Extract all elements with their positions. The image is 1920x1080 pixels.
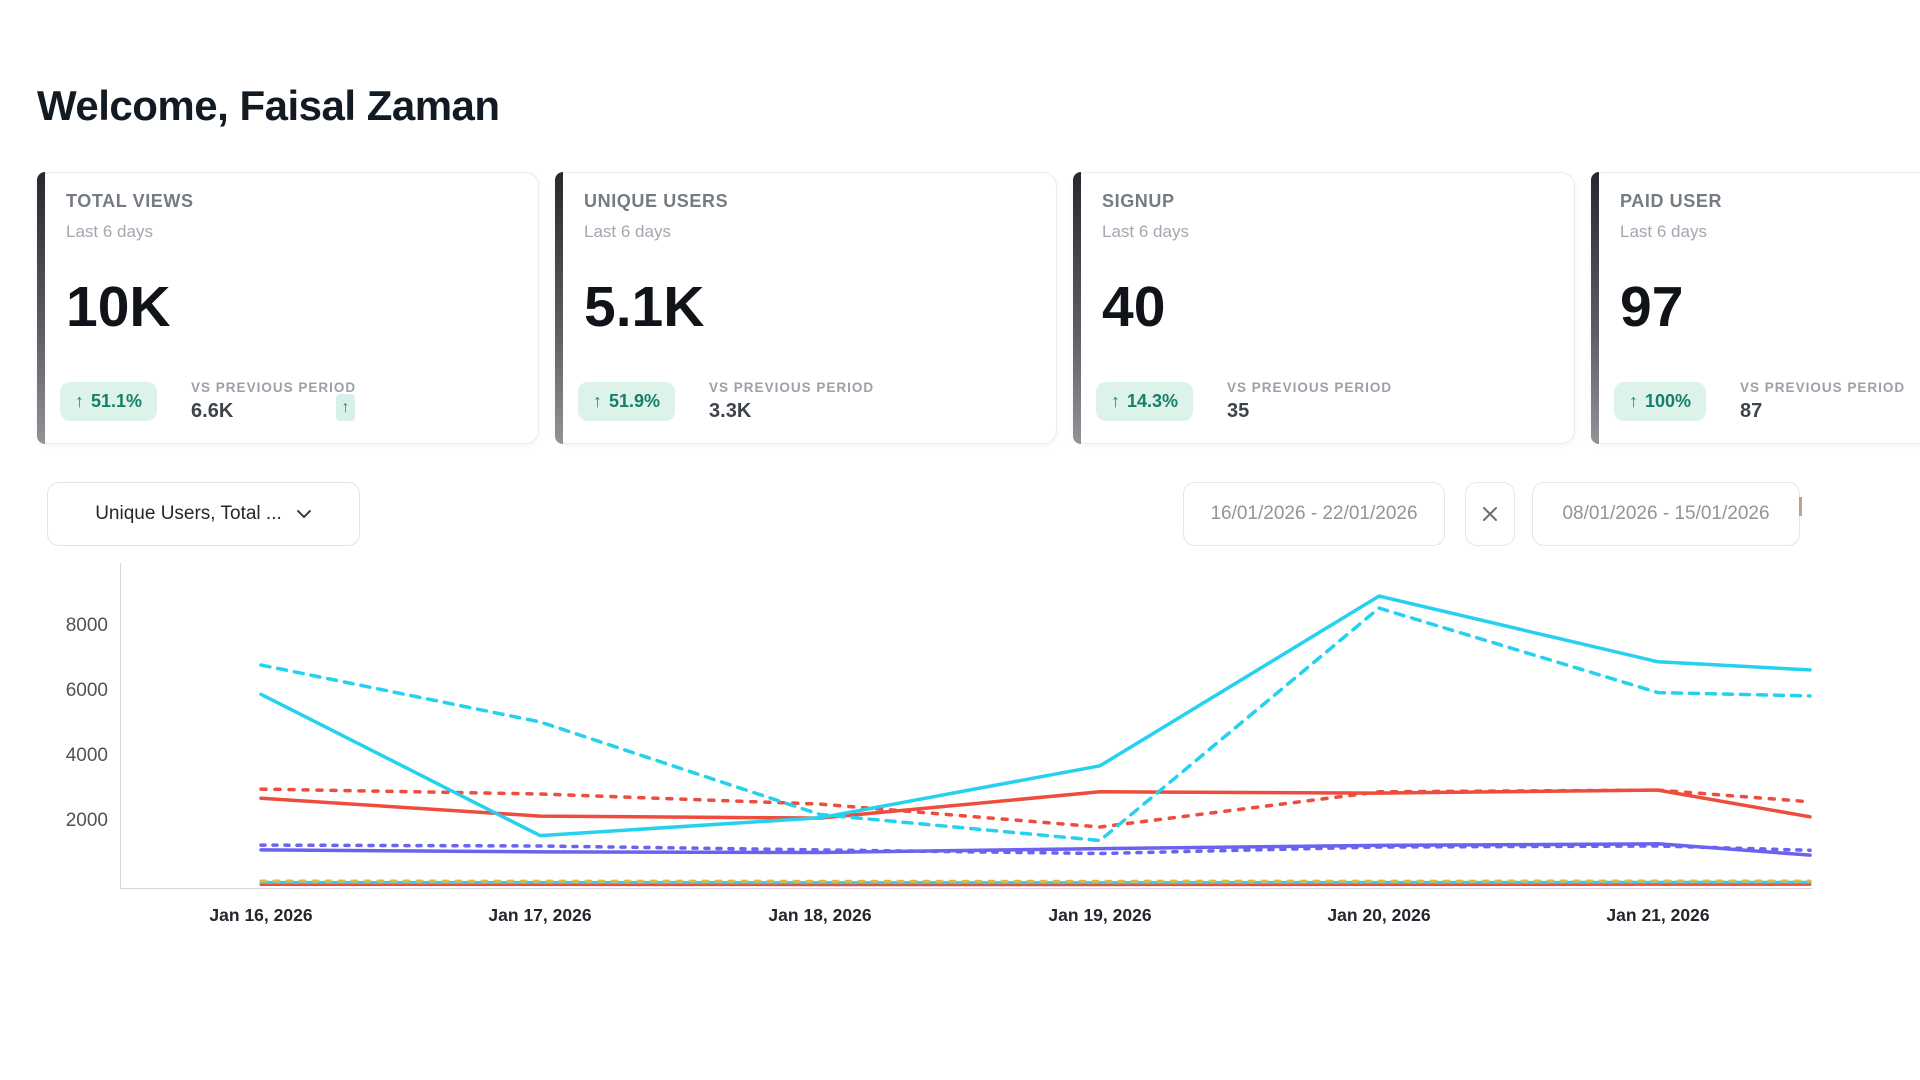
line-cyan-solid [259,594,1812,838]
card-value: 5.1K [584,275,705,339]
card-accent-bar [37,172,45,444]
up-arrow-icon: ↑ [1111,391,1120,411]
line-cyan-dashed [259,606,1812,843]
vs-previous-label: VS PREVIOUS PERIOD [709,380,875,395]
vs-previous-label: VS PREVIOUS PERIOD [1740,380,1906,395]
chart-x-axis-line [120,888,1812,889]
x-axis-tick-label: Jan 20, 2026 [1327,905,1431,925]
stat-cards-row: TOTAL VIEWS Last 6 days 10K ↑ 51.1% VS P… [37,172,1920,444]
y-axis-tick-label: 4000 [65,745,108,766]
date-range-input-comparison[interactable]: 08/01/2026 - 15/01/2026 [1532,482,1800,546]
up-arrow-icon: ↑ [593,391,602,411]
line-indigo-dashed [259,843,1812,856]
card-value: 40 [1102,275,1166,339]
vs-previous-label: VS PREVIOUS PERIOD [191,380,357,395]
card-period: Last 6 days [1620,222,1707,241]
change-percent: 100% [1645,391,1692,411]
line-red-solid [259,788,1812,820]
trend-up-arrow-chip: ↑ [336,394,355,421]
close-icon [1483,507,1497,521]
date-range-input-primary[interactable]: 16/01/2026 - 22/01/2026 [1183,482,1445,546]
change-badge: ↑ 51.1% [60,382,158,421]
line-chart-plot [259,594,1812,887]
vs-previous-label: VS PREVIOUS PERIOD [1227,380,1393,395]
card-value: 10K [66,275,171,339]
y-axis-tick-label: 2000 [65,810,108,831]
card-unique-users: UNIQUE USERS Last 6 days 5.1K ↑ 51.9% VS… [555,172,1057,444]
card-paid-user: PAID USER Last 6 days 97 ↑ 100% VS PREVI… [1591,172,1920,444]
change-percent: 51.9% [609,391,661,411]
line-red-dashed [259,787,1812,829]
card-accent-bar [1591,172,1599,444]
vs-previous-value: 87 [1740,400,1763,422]
change-badge: ↑ 100% [1614,382,1707,421]
x-axis-tick-label: Jan 16, 2026 [209,905,313,925]
change-badge: ↑ 14.3% [1096,382,1194,421]
metric-select-label: Unique Users, Total ... [95,503,282,524]
clipped-edge-element [1799,497,1802,516]
clear-date-range-button[interactable] [1465,482,1515,546]
x-axis-tick-label: Jan 18, 2026 [768,905,872,925]
card-title: PAID USER [1620,191,1723,211]
x-axis-tick-label: Jan 19, 2026 [1048,905,1152,925]
change-badge: ↑ 51.9% [578,382,676,421]
vs-previous-value: 35 [1227,400,1250,422]
change-percent: 14.3% [1127,391,1179,411]
card-period: Last 6 days [584,222,671,241]
card-title: SIGNUP [1102,191,1175,211]
y-axis-tick-label: 6000 [65,680,108,701]
card-total-views: TOTAL VIEWS Last 6 days 10K ↑ 51.1% VS P… [37,172,539,444]
y-axis-tick-label: 8000 [65,615,108,636]
x-axis-tick-label: Jan 21, 2026 [1606,905,1710,925]
card-period: Last 6 days [66,222,153,241]
card-signup: SIGNUP Last 6 days 40 ↑ 14.3% VS PREVIOU… [1073,172,1575,444]
card-period: Last 6 days [1102,222,1189,241]
up-arrow-icon: ↑ [1629,391,1638,411]
chevron-down-icon [296,510,311,518]
card-accent-bar [555,172,563,444]
up-arrow-icon: ↑ [75,391,84,411]
card-accent-bar [1073,172,1081,444]
vs-previous-value: 3.3K [709,400,752,422]
card-title: UNIQUE USERS [584,191,729,211]
change-percent: 51.1% [91,391,143,411]
card-title: TOTAL VIEWS [66,191,194,211]
vs-previous-value: 6.6K [191,400,234,422]
line-indigo-solid [259,842,1812,857]
page-title: Welcome, Faisal Zaman [37,82,500,129]
metric-select-dropdown[interactable]: Unique Users, Total ... [47,482,360,546]
x-axis-tick-label: Jan 17, 2026 [488,905,592,925]
card-value: 97 [1620,275,1684,339]
chart-y-axis-line [120,563,121,888]
